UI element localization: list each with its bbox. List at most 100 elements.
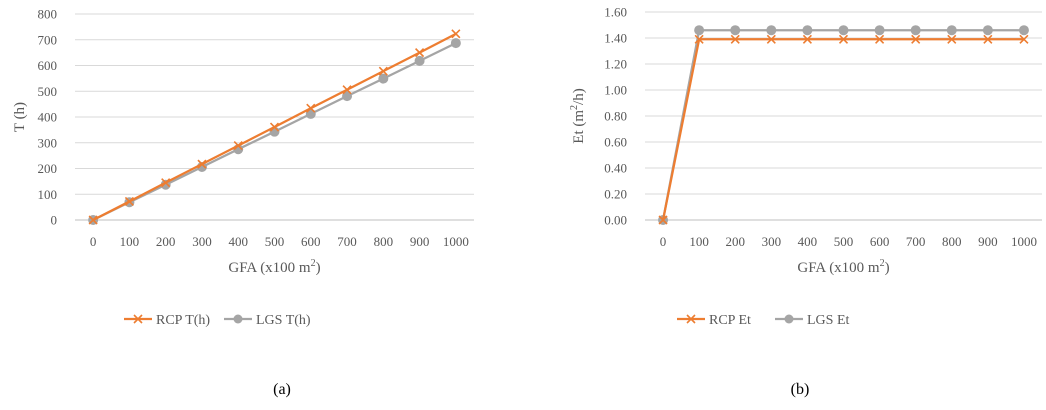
y-tick-label: 0.60 (604, 135, 627, 150)
data-point (947, 34, 957, 44)
chart-panel-a: 0 100 200 300 400 500 600 700 800 0 100 200 300 400 50… (12, 7, 474, 398)
legend-label: LGS T(h) (256, 313, 311, 328)
x-tick-label: 700 (906, 234, 926, 249)
x-tick-label: 800 (942, 234, 962, 249)
data-point (730, 34, 740, 44)
y-axis-title: T (h) (12, 102, 28, 132)
y-tick-label: 1.40 (604, 31, 627, 46)
y-tick-label: 600 (38, 58, 58, 73)
data-point (982, 25, 993, 36)
y-tick-label: 1.60 (604, 5, 627, 20)
legend-marker (784, 314, 794, 324)
x-tick-label: 400 (798, 234, 818, 249)
y-tick-label: 700 (38, 32, 58, 47)
x-tick-label: 0 (90, 234, 97, 249)
legend-marker (686, 314, 696, 324)
x-axis-title-tail: ) (885, 260, 890, 276)
data-point (451, 29, 461, 39)
data-point (838, 34, 849, 44)
data-point (910, 25, 921, 36)
x-tick-label: 0 (660, 234, 667, 249)
legend-label: RCP Et (709, 313, 751, 328)
x-tick-label: 900 (410, 234, 430, 249)
data-point (1019, 34, 1029, 44)
series-line (661, 29, 1024, 221)
data-point (450, 38, 461, 49)
x-tick-label: 1000 (443, 234, 469, 249)
data-point (766, 25, 777, 36)
x-axis-title-tail: ) (316, 260, 321, 276)
y-tick-label: 1.00 (604, 83, 627, 98)
x-axis-title-sup: 2 (880, 258, 885, 269)
x-tick-label: 400 (228, 234, 248, 249)
y-tick-label: 0.80 (604, 109, 627, 124)
x-tick-label: 200 (725, 234, 745, 249)
data-point (802, 34, 812, 44)
data-point (911, 34, 921, 44)
y-axis-title-text: Et (m (571, 110, 587, 144)
data-point (983, 34, 993, 44)
chart-panel-b: 0.00 0.20 0.40 0.60 0.80 1.00 1.20 1.40 1.60 0 100… (569, 5, 1042, 398)
legend-marker (133, 314, 143, 324)
x-axis-title: GFA (x100 m2) (228, 258, 320, 276)
x-axis-title-text: GFA (x100 m (797, 260, 880, 276)
x-tick-label: 300 (762, 234, 782, 249)
data-point (342, 91, 353, 102)
legend-marker (233, 314, 243, 324)
y-tick-label: 0 (51, 213, 58, 228)
x-tick-label: 100 (689, 234, 709, 249)
y-tick-label: 1.20 (604, 57, 627, 72)
y-tick-label: 300 (38, 135, 58, 150)
y-tick-label: 0.00 (604, 213, 627, 228)
x-tick-label: 900 (978, 234, 998, 249)
x-tick-label: 500 (265, 234, 285, 249)
x-tick-label: 600 (301, 234, 321, 249)
data-point (694, 34, 704, 44)
data-point (766, 34, 776, 44)
data-point (161, 178, 171, 188)
x-tick-label: 700 (337, 234, 357, 249)
series-line (661, 38, 1024, 221)
data-point (415, 48, 425, 58)
data-point (694, 25, 705, 36)
y-tick-label: 100 (38, 187, 58, 202)
y-tick-label: 400 (38, 110, 58, 125)
panel-label: (b) (791, 381, 810, 398)
data-point (342, 85, 352, 95)
y-axis-title-tail: /h) (571, 88, 587, 105)
panel-label: (a) (273, 381, 291, 398)
x-tick-label: 200 (156, 234, 176, 249)
y-axis-title-text: T (h) (12, 102, 28, 132)
x-axis-title: GFA (x100 m2) (797, 258, 889, 276)
legend-label: LGS Et (807, 313, 850, 328)
legend-label: RCP T(h) (156, 313, 210, 328)
data-point (378, 73, 389, 84)
x-tick-label: 800 (374, 234, 394, 249)
data-point (946, 25, 957, 36)
data-point (658, 215, 668, 225)
data-point (874, 25, 885, 36)
data-point (269, 122, 280, 132)
data-point (802, 25, 813, 36)
y-axis-title-sup: 2 (569, 105, 580, 110)
data-point (1018, 25, 1029, 36)
y-tick-label: 0.20 (604, 187, 627, 202)
x-tick-label: 100 (120, 234, 140, 249)
data-point (875, 34, 885, 44)
y-tick-label: 500 (38, 84, 58, 99)
x-axis-title-sup: 2 (311, 258, 316, 269)
data-point (88, 215, 98, 225)
data-point (197, 159, 207, 169)
data-point (124, 196, 134, 207)
y-axis-title: Et (m2/h) (569, 88, 587, 143)
y-tick-label: 200 (38, 161, 58, 176)
x-tick-label: 600 (870, 234, 890, 249)
data-point (838, 25, 849, 36)
y-tick-label: 0.40 (604, 161, 627, 176)
x-tick-label: 500 (834, 234, 854, 249)
x-tick-label: 1000 (1011, 234, 1037, 249)
data-point (378, 66, 388, 76)
x-axis-title-text: GFA (x100 m (228, 260, 311, 276)
data-point (414, 55, 425, 66)
